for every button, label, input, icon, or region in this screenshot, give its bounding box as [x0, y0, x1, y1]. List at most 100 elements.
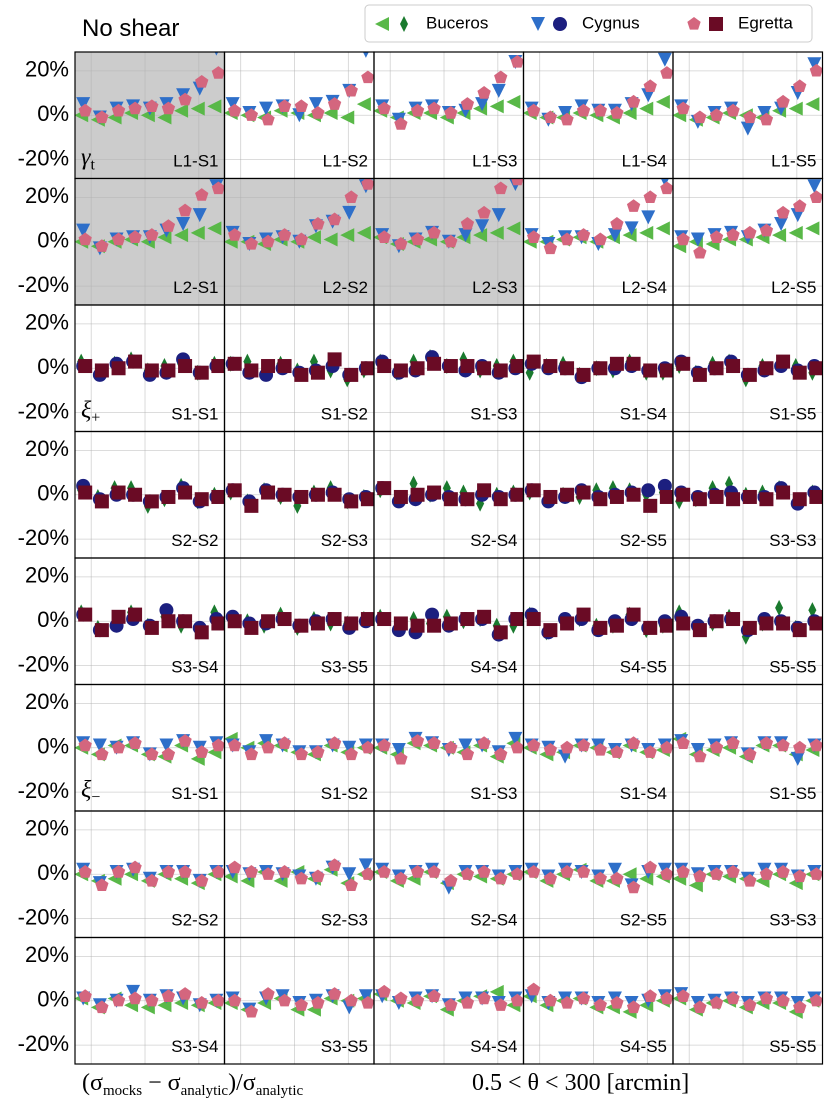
data-point: [393, 616, 408, 631]
data-point: [560, 112, 574, 126]
panel-label: S3-S5: [321, 1037, 368, 1056]
y-axis-label: (σmocks − σanalytic)/σanalytic: [82, 1070, 304, 1099]
data-point: [377, 230, 391, 243]
data-point: [377, 984, 391, 998]
points: [523, 52, 673, 127]
points: [673, 731, 823, 766]
data-point: [692, 367, 707, 382]
data-point: [228, 103, 242, 117]
points: [524, 606, 673, 641]
data-point: [228, 738, 242, 752]
data-point: [161, 989, 176, 1002]
legend: Buceros Cygnus Egretta: [364, 4, 813, 43]
data-point: [607, 228, 622, 243]
data-point: [460, 492, 475, 507]
data-point: [425, 607, 440, 622]
data-point: [743, 747, 757, 761]
legend-item: Cygnus: [531, 13, 640, 32]
data-point: [144, 620, 159, 635]
data-point: [609, 356, 624, 371]
panel: S2-S3: [223, 810, 375, 939]
data-point: [340, 110, 355, 125]
data-point: [776, 616, 791, 631]
data-point: [356, 97, 371, 112]
data-point: [809, 993, 823, 1007]
data-point: [161, 865, 176, 878]
y-axis-label-part: (σ: [82, 1070, 103, 1096]
panel: L2-S4: [522, 177, 674, 306]
data-point: [693, 110, 707, 124]
data-point: [128, 607, 143, 622]
data-point: [261, 740, 275, 754]
data-point: [477, 609, 492, 624]
data-point: [510, 487, 524, 502]
data-point: [776, 354, 791, 369]
data-point: [377, 101, 391, 115]
data-point: [261, 234, 275, 248]
data-point: [676, 232, 690, 246]
data-point: [410, 232, 425, 246]
data-point: [510, 612, 524, 627]
data-point: [560, 740, 574, 754]
data-point: [742, 620, 757, 635]
data-point: [128, 991, 142, 1005]
data-point: [361, 740, 374, 754]
data-point: [308, 97, 323, 112]
data-point: [491, 83, 506, 98]
data-point: [427, 736, 441, 749]
data-point: [159, 738, 174, 753]
data-point: [261, 987, 275, 1000]
data-point: [690, 232, 705, 247]
data-point: [660, 991, 673, 1005]
stat-sub: t: [90, 157, 95, 174]
data-point: [145, 993, 159, 1007]
data-point: [176, 216, 191, 231]
points: [674, 475, 823, 511]
panel: S4-S4: [373, 936, 525, 1065]
data-point: [576, 367, 591, 382]
data-point: [360, 612, 374, 627]
data-point: [327, 612, 342, 627]
data-point: [743, 225, 757, 239]
data-point: [178, 614, 193, 629]
data-point: [410, 103, 425, 117]
points: [225, 480, 374, 514]
data-point: [190, 101, 205, 116]
data-point: [610, 216, 624, 230]
data-point: [342, 740, 357, 755]
data-point: [660, 178, 669, 187]
panel-label: S1-S3: [470, 405, 517, 424]
data-point: [128, 736, 142, 749]
data-point: [225, 97, 240, 112]
data-point: [726, 736, 740, 749]
data-point: [458, 228, 473, 243]
data-point: [460, 747, 475, 761]
data-point: [659, 489, 673, 504]
data-point: [560, 487, 575, 502]
panel: S1-S1: [74, 304, 226, 433]
data-point: [377, 359, 392, 374]
data-point: [776, 485, 791, 500]
data-point: [92, 738, 107, 753]
panel-label: S1-S2: [321, 405, 368, 424]
panel: S1-S3: [373, 683, 525, 812]
data-point: [410, 865, 425, 878]
y-tick-label: 0%: [37, 987, 69, 1012]
data-point: [356, 225, 371, 240]
panel: S3-S4: [74, 936, 226, 1065]
data-point: [809, 489, 823, 504]
data-point: [477, 86, 491, 99]
data-point: [394, 117, 408, 130]
data-point: [128, 230, 142, 243]
data-point: [360, 492, 374, 507]
data-point: [261, 485, 276, 500]
data-point: [460, 216, 475, 230]
data-point: [792, 623, 807, 638]
data-point: [78, 359, 93, 374]
data-point: [207, 221, 222, 236]
data-point: [609, 489, 624, 504]
y-tick-label: 20%: [25, 310, 69, 335]
points: [523, 982, 673, 1019]
data-point: [427, 101, 441, 115]
data-point: [310, 616, 325, 631]
